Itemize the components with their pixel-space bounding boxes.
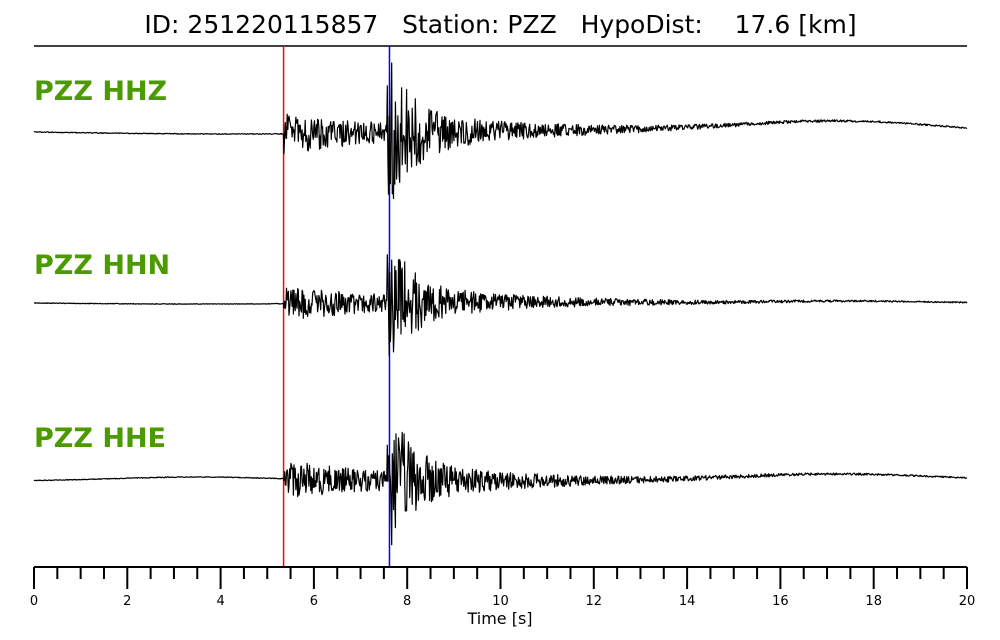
trace-pzz-hhn (33, 254, 968, 357)
x-tick-label: 4 (216, 594, 224, 609)
title-hypodist-value: 17.6 (734, 10, 791, 39)
title-hypodist-unit: [km] (798, 10, 857, 39)
title-id-value: 251220115857 (187, 10, 379, 39)
plot-title: ID: 251220115857 Station: PZZ HypoDist: … (34, 10, 967, 39)
x-tick-label: 6 (310, 594, 318, 609)
x-tick-label: 14 (679, 594, 696, 609)
x-tick-label: 12 (586, 594, 603, 609)
trace-pzz-hhz (33, 62, 968, 200)
x-tick-label: 8 (403, 594, 411, 609)
channel-label: PZZ HHN (34, 250, 170, 281)
title-id-label: ID: (144, 10, 180, 39)
x-tick-label: 20 (959, 594, 976, 609)
x-tick-label: 10 (492, 594, 509, 609)
x-tick-label: 18 (865, 594, 882, 609)
x-tick-label: 0 (30, 594, 38, 609)
x-tick-label: 2 (123, 594, 131, 609)
title-hypodist-label: HypoDist: (580, 10, 703, 39)
x-axis-title: Time [s] (466, 609, 532, 628)
time-axis: 0 2 4 6 8 10 12 14 16 18 20 (30, 566, 976, 609)
channel-label: PZZ HHZ (34, 76, 167, 107)
title-station-value: PZZ (507, 10, 557, 39)
title-station-label: Station: (402, 10, 500, 39)
channel-labels: PZZ HHZ PZZ HHN PZZ HHE (34, 76, 170, 454)
trace-pzz-hhe (33, 431, 968, 546)
channel-label: PZZ HHE (34, 423, 166, 454)
waveform-traces (33, 62, 968, 546)
x-tick-label: 16 (772, 594, 789, 609)
